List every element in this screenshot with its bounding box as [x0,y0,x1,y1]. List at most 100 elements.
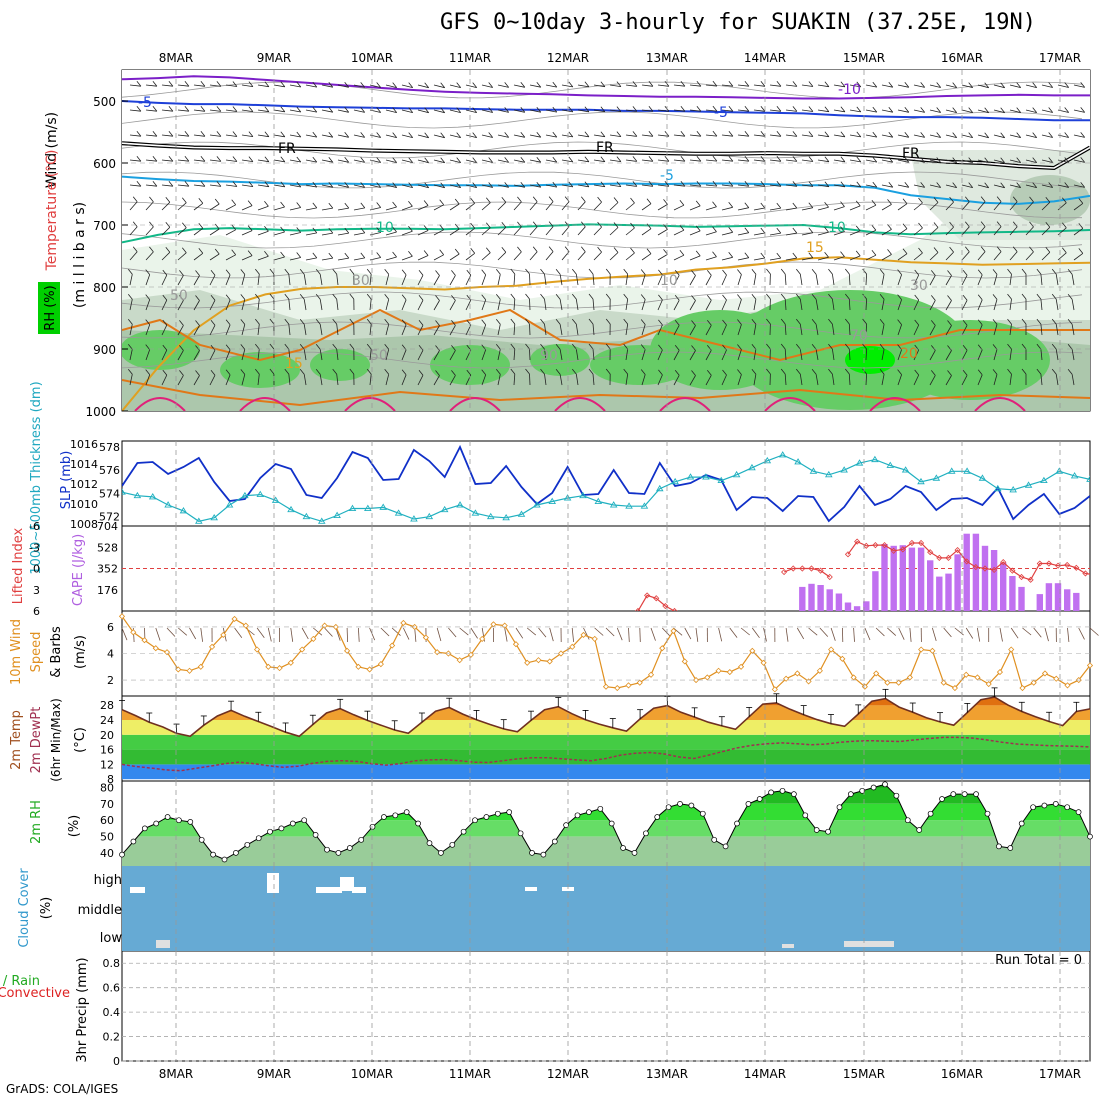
wind10m-barb [290,627,294,642]
wind-barb [319,349,323,361]
wind-barb [721,374,727,386]
rh-point [278,825,285,832]
wind-barb-flag [640,319,646,325]
wind-barb [785,257,797,261]
wind-barb-flag [439,224,445,231]
wind-barb [721,299,727,311]
wind-barb-flag [840,181,846,188]
wind10m-point [231,615,238,623]
li-point [1092,572,1097,577]
wind-barb-flag [384,369,390,375]
wind-barb-flag [856,106,862,113]
wind-barb-flag [264,131,270,137]
wind-barb-flag [571,268,577,275]
wind-barb [1040,299,1043,311]
wind-barb-flag [472,107,478,113]
wind-barb-flag [408,82,414,88]
wind-barb-flag [968,132,974,138]
wind-barb-flag [408,226,413,232]
wind10m-point [569,643,576,650]
wind-barb [177,159,189,162]
wind-barb [913,202,923,211]
wind-barb [849,230,861,236]
wind-barb [161,134,173,137]
wind-barb-flag [584,156,590,163]
wind-barb-flag [792,202,798,209]
wind10m-point [636,679,643,686]
wind-barb-flag [623,318,629,325]
cape-bar [936,576,943,611]
wind10m-barb [684,627,692,640]
wind10m-point [512,641,520,648]
wind-barb-flag [210,319,216,326]
rh-point [825,828,831,835]
wind-barb [161,252,171,261]
wind-barb [449,375,456,386]
wind-barb [321,257,333,261]
wind-barb [673,109,685,112]
wind-barb-flag [536,156,542,163]
wind-barb-flag [808,252,814,258]
wind-barb-flag [184,130,190,137]
cape-ytick: 176 [97,584,118,597]
upper-ylabel-temp: Temperature (°C) [44,150,60,272]
wind-barb [303,274,307,286]
isotherm-30-3 [449,397,501,411]
wind-barb [336,299,339,311]
wind10m-point [208,643,216,650]
wind-barb [1041,184,1053,188]
cape-bar [990,550,998,611]
wind-barb-flag [269,343,275,350]
wind-barb [1071,274,1075,286]
wind-barb [1025,201,1034,211]
rh-label-box [38,282,60,334]
wind-barb-flag [488,107,494,113]
wind-barb-flag [568,81,574,88]
wind10m-barb [504,627,508,642]
wind-barb-flag [600,131,606,137]
wind-barb [1009,84,1021,88]
rh-point [847,791,854,797]
rh-point [426,840,433,846]
wind-barb [145,374,151,386]
wind-barb-flag [312,131,318,138]
wind-barb [865,348,867,361]
wind-barb [609,184,621,187]
contour-label: 15 [285,356,303,372]
wind-barb [929,202,939,211]
wind-barb [145,159,157,162]
wind-barb-flag [862,368,867,375]
wind-barb [689,300,696,311]
cape-bar [1045,583,1053,611]
wind-barb-flag [247,225,253,231]
wind-barb [689,159,701,162]
wind10m-barb [324,627,333,637]
wind-barb-flag [200,131,206,137]
wind-barb [833,256,845,261]
wind-barb-flag [555,368,561,375]
wind-barb-flag [691,370,696,376]
wind-barb [321,134,333,138]
wind-barb [241,299,246,311]
wind-barb [769,109,781,112]
wind-barb [721,184,733,187]
wind-barb-flag [580,221,586,228]
li-point [653,595,660,602]
thickness-point [122,488,126,495]
wind-barb [784,273,787,286]
contour-label: 50 [370,348,388,364]
wind-barb [689,325,696,336]
wind-barb-flag [1064,107,1070,113]
wind-barb [769,84,781,87]
wind-barb-flag [1032,107,1038,113]
wind-barb-flag [992,269,998,275]
wind10m-barb [1022,627,1032,636]
wind-barb-flag [344,107,350,113]
wind-barb [913,227,923,236]
wind-barb-flag [795,268,801,275]
wind10m-barb [853,627,855,642]
wind10m-point [974,674,981,681]
wind-barb [977,251,986,261]
wind-barb-flag [376,82,382,88]
wind-barb-flag [920,157,926,163]
